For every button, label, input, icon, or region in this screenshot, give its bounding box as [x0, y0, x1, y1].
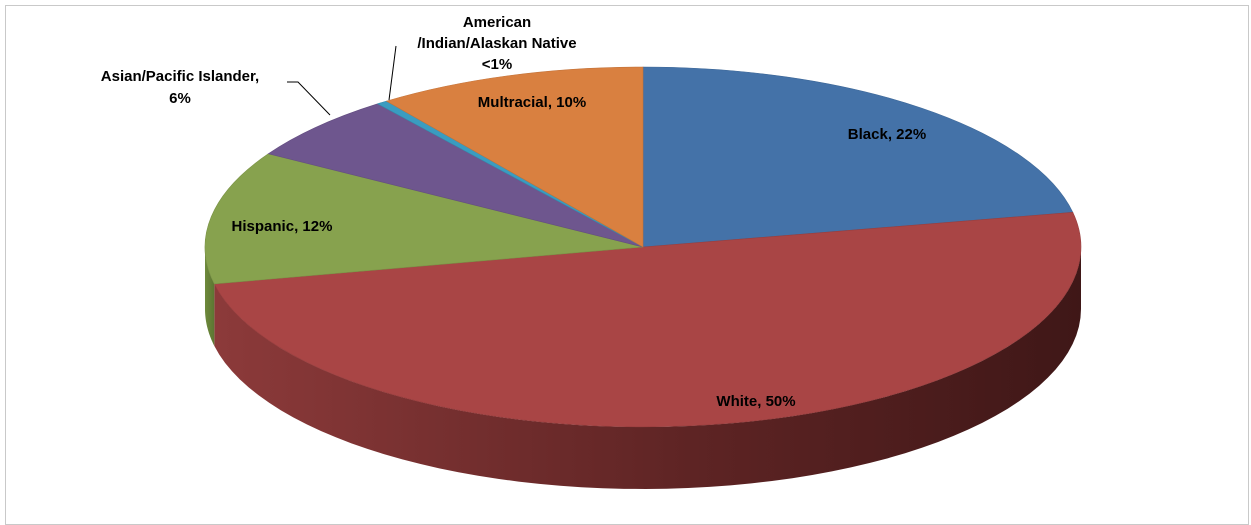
leader-line-american-indian-alaskan-native — [389, 46, 396, 100]
chart-area: Black, 22% White, 50% Hispanic, 12% Asian/P… — [0, 0, 1251, 506]
data-label-american-indian-alaskan-native: American/Indian/Alaskan Native <1% — [417, 14, 576, 73]
pie-chart: Black, 22% White, 50% Hispanic, 12% Asian/P… — [0, 0, 1251, 506]
data-label-white: White, 50% — [716, 393, 795, 410]
data-label-multracial: Multracial, 10% — [478, 94, 586, 111]
data-label-asian-pacific-islander: Asian/Pacific Islander, 6% — [101, 68, 259, 107]
data-label-black: Black, 22% — [848, 126, 926, 143]
leader-line-asian-pacific-islander — [287, 82, 330, 115]
data-label-hispanic: Hispanic, 12% — [232, 218, 333, 235]
